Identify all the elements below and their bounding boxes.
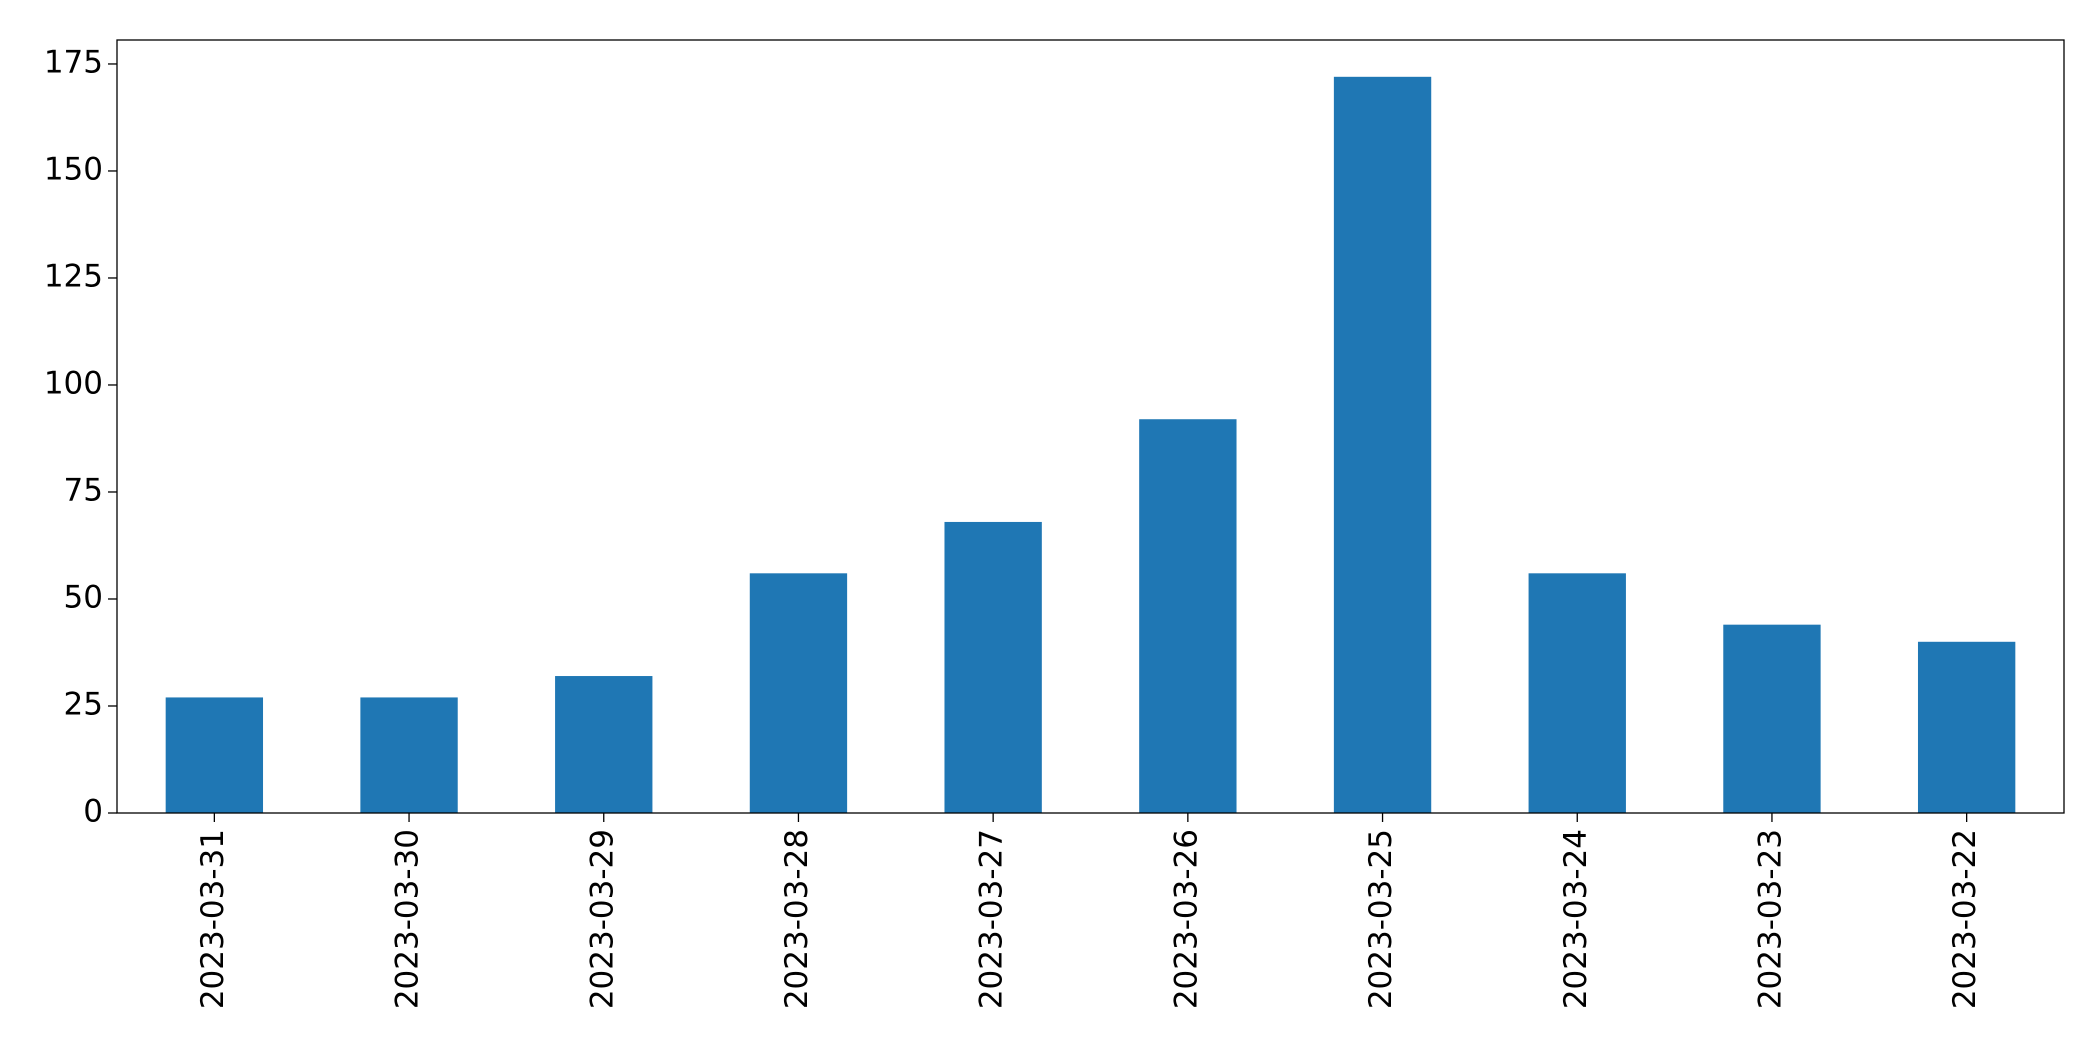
x-tick-label: 2023-03-28	[779, 829, 815, 1009]
x-tick-label: 2023-03-27	[974, 829, 1010, 1009]
x-tick-label: 2023-03-31	[195, 829, 231, 1009]
x-tick-label: 2023-03-24	[1558, 829, 1594, 1009]
y-tick-label: 50	[64, 579, 103, 615]
bar	[165, 697, 264, 813]
plot-frame	[116, 39, 2065, 814]
bar	[1333, 76, 1432, 814]
x-tick-label: 2023-03-25	[1363, 829, 1399, 1009]
x-tick-label: 2023-03-30	[390, 829, 426, 1009]
y-tick-label: 125	[44, 258, 103, 294]
y-tick-label: 175	[44, 44, 103, 80]
y-tick-label: 25	[64, 686, 103, 722]
bar	[944, 521, 1042, 813]
y-tick-label: 100	[44, 365, 103, 401]
x-tick-label: 2023-03-22	[1947, 829, 1983, 1009]
bar	[1723, 624, 1821, 813]
y-tick-label: 0	[83, 794, 103, 830]
x-tick-label: 2023-03-26	[1168, 829, 1204, 1009]
x-tick-label: 2023-03-23	[1752, 829, 1788, 1009]
y-tick-label: 150	[44, 151, 103, 187]
bar	[1139, 419, 1237, 813]
bar	[360, 697, 458, 813]
bar	[1917, 641, 2016, 813]
y-tick-label: 75	[64, 472, 103, 508]
x-tick-label: 2023-03-29	[584, 829, 620, 1009]
bar	[749, 573, 848, 813]
bar	[555, 676, 653, 813]
bar	[1528, 573, 1626, 813]
